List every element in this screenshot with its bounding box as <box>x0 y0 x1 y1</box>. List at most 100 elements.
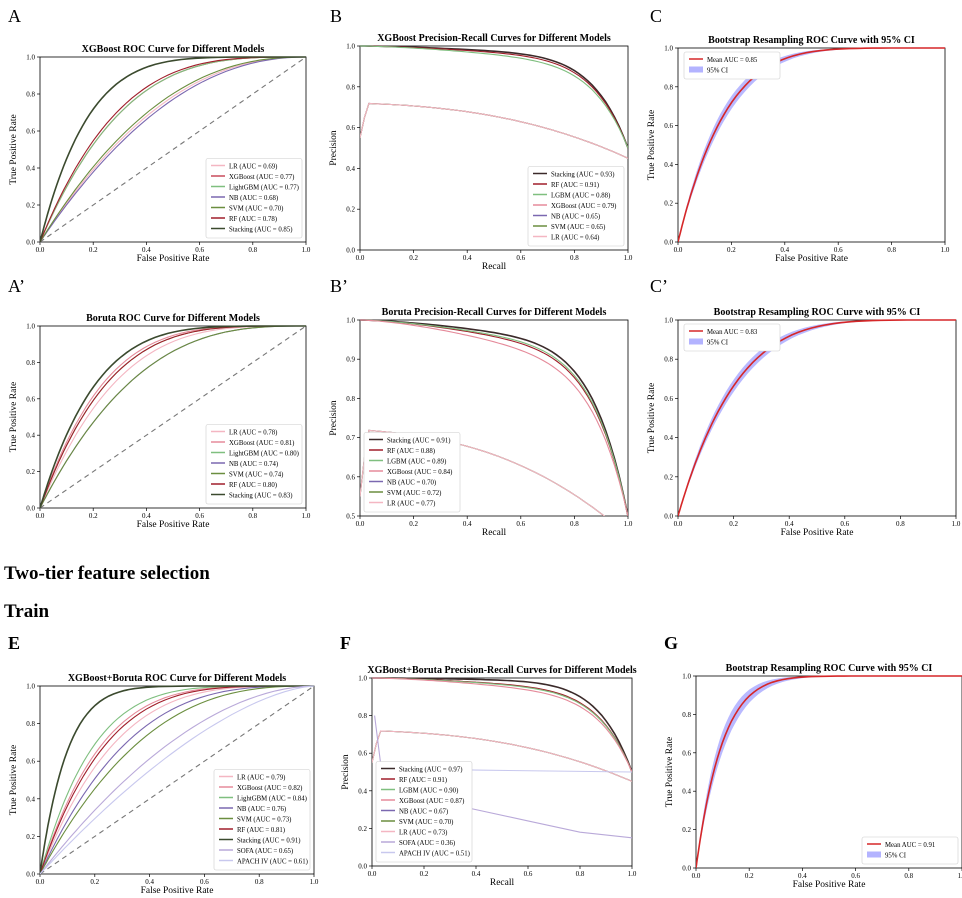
chart-g-series-line <box>696 675 962 868</box>
chart-a-prime-legend-entry: RF (AUC = 0.80) <box>229 482 277 489</box>
chart-a-prime-legend-entry: XGBoost (AUC = 0.81) <box>229 440 294 447</box>
chart-a-prime-ytick-label: 0.4 <box>26 432 35 440</box>
chart-f-xtick-label: 0.4 <box>472 870 481 878</box>
chart-a-prime-xtick-label: 0.2 <box>89 512 98 520</box>
chart-c-legend-swatch <box>689 66 703 73</box>
chart-f-xtick-label: 1.0 <box>628 870 637 878</box>
chart-b-ytick-label: 1.0 <box>346 43 355 51</box>
chart-a-prime-ytick-label: 0.6 <box>26 395 35 403</box>
chart-b-legend-entry: Stacking (AUC = 0.93) <box>551 172 615 179</box>
chart-b-prime-legend <box>363 432 461 513</box>
chart-g-ylabel: True Positive Rate <box>665 737 675 807</box>
chart-e-ytick-label: 0.8 <box>26 720 35 728</box>
chart-a-ytick-label: 0.0 <box>26 239 35 247</box>
chart-e-legend-entry: APACH IV (AUC = 0.61) <box>237 859 308 866</box>
chart-a-prime-series-line <box>40 325 306 508</box>
chart-c-prime-xtick-label: 0.0 <box>674 520 683 528</box>
chart-c-ytick-label: 0.6 <box>664 122 673 130</box>
chart-a-prime-xtick-label: 1.0 <box>302 512 311 520</box>
chart-a-prime-xtick-label: 0.4 <box>142 512 151 520</box>
chart-g-ytick-label: 1.0 <box>682 673 691 681</box>
panel-letter-g: G <box>664 633 679 653</box>
chart-a-prime-plot-area <box>40 325 306 508</box>
chart-a-xlabel: False Positive Rate <box>137 254 210 264</box>
chart-f-xtick-label: 0.2 <box>420 870 429 878</box>
chart-a-prime-legend-entry: SVM (AUC = 0.74) <box>229 472 283 479</box>
chart-a-ytick-label: 1.0 <box>26 54 35 62</box>
chart-g-legend-swatch <box>867 851 881 858</box>
chart-b-prime-ytick-label: 1.0 <box>346 317 355 325</box>
chart-b-prime-plot-area <box>360 319 628 516</box>
chart-e-series-line <box>40 685 314 874</box>
chart-e-series-line <box>40 685 314 874</box>
chart-b-prime-xtick-label: 1.0 <box>624 520 633 528</box>
chart-e-legend-entry: Stacking (AUC = 0.91) <box>237 838 301 845</box>
chart-a-ytick-label: 0.6 <box>26 128 35 136</box>
chart-c-legend-entry: 95% CI <box>707 68 729 75</box>
chart-a-ytick-label: 0.4 <box>26 165 35 173</box>
chart-b-prime-legend-entry: Stacking (AUC = 0.91) <box>387 438 451 445</box>
chart-c-ytick-label: 1.0 <box>664 45 673 53</box>
chart-a-legend-entry: XGBoost (AUC = 0.77) <box>229 174 294 181</box>
chart-b-prime-ylabel: Precision <box>329 400 339 436</box>
chart-e-series-line <box>40 685 314 874</box>
chart-a-ylabel: True Positive Rate <box>9 114 19 184</box>
chart-b-prime-legend-entry: XGBoost (AUC = 0.84) <box>387 469 452 476</box>
chart-b-legend-entry: LGBM (AUC = 0.88) <box>551 193 610 200</box>
panel-letter-c: C <box>650 6 663 26</box>
chart-f-ytick-label: 1.0 <box>358 675 367 683</box>
chart-a-prime-series-line <box>40 325 306 508</box>
chart-b-legend-entry: RF (AUC = 0.91) <box>551 182 599 189</box>
chart-a-prime-ytick-label: 1.0 <box>26 323 35 331</box>
chart-c-prime-legend-swatch <box>689 338 703 345</box>
chart-c-xtick-label: 0.6 <box>834 246 843 254</box>
chart-a-prime-legend <box>205 424 303 505</box>
chart-a-legend-entry: LightGBM (AUC = 0.77) <box>229 185 299 192</box>
panel-letter-b: B <box>330 6 343 26</box>
panel-letter-e: E <box>8 633 21 653</box>
chart-b-plot-area <box>360 45 628 159</box>
chart-b-prime-series-line <box>360 319 628 516</box>
chart-b-prime-legend-entry: RF (AUC = 0.88) <box>387 448 435 455</box>
chart-e-legend-entry: LightGBM (AUC = 0.84) <box>237 796 307 803</box>
chart-c-xtick-label: 0.0 <box>674 246 683 254</box>
chart-g-ytick-label: 0.6 <box>682 749 691 757</box>
chart-e-ytick-label: 0.6 <box>26 758 35 766</box>
chart-b-series-line <box>360 102 628 159</box>
chart-b-xtick-label: 0.6 <box>516 254 525 262</box>
chart-b-legend-entry: XGBoost (AUC = 0.79) <box>551 203 616 210</box>
panel-letter-a-prime: A’ <box>8 276 25 296</box>
chart-e-legend-entry: XGBoost (AUC = 0.82) <box>237 785 302 792</box>
chart-f-ytick-label: 0.0 <box>358 863 367 871</box>
chart-f-ylabel: Precision <box>341 754 351 790</box>
chart-a-prime-title: Boruta ROC Curve for Different Models <box>86 313 260 324</box>
chart-c-frame <box>677 47 946 243</box>
chart-a-prime-xtick-label: 0.6 <box>195 512 204 520</box>
chart-f-series-line <box>372 677 632 773</box>
chart-a-prime-legend-entry: LightGBM (AUC = 0.80) <box>229 451 299 458</box>
chart-g-ytick-label: 0.2 <box>682 826 691 834</box>
chart-a-prime-series-line <box>40 325 306 508</box>
chart-a-xtick-label: 0.0 <box>36 246 45 254</box>
chart-b-prime-ytick-label: 0.9 <box>346 356 355 364</box>
chart-a-diagonal <box>39 56 307 243</box>
chart-f-xlabel: Recall <box>490 878 515 888</box>
chart-c-prime-xtick-label: 0.2 <box>729 520 738 528</box>
chart-e-ytick-label: 0.2 <box>26 833 35 841</box>
chart-b-legend-entry: NB (AUC = 0.65) <box>551 214 600 221</box>
chart-a-prime-ytick-label: 0.2 <box>26 468 35 476</box>
chart-f-legend-entry: Stacking (AUC = 0.97) <box>399 767 463 774</box>
chart-e-title: XGBoost+Boruta ROC Curve for Different M… <box>68 673 286 684</box>
chart-b-ytick-label: 0.0 <box>346 247 355 255</box>
chart-c-series-line <box>678 47 945 242</box>
chart-a-xtick-label: 0.4 <box>142 246 151 254</box>
chart-c-legend <box>683 51 781 80</box>
chart-e-ytick-label: 0.0 <box>26 871 35 879</box>
chart-c-ytick-label: 0.2 <box>664 200 673 208</box>
chart-b-prime-legend-entry: SVM (AUC = 0.72) <box>387 490 441 497</box>
chart-a-prime-xtick-label: 0.8 <box>248 512 257 520</box>
chart-b-xtick-label: 0.4 <box>463 254 472 262</box>
